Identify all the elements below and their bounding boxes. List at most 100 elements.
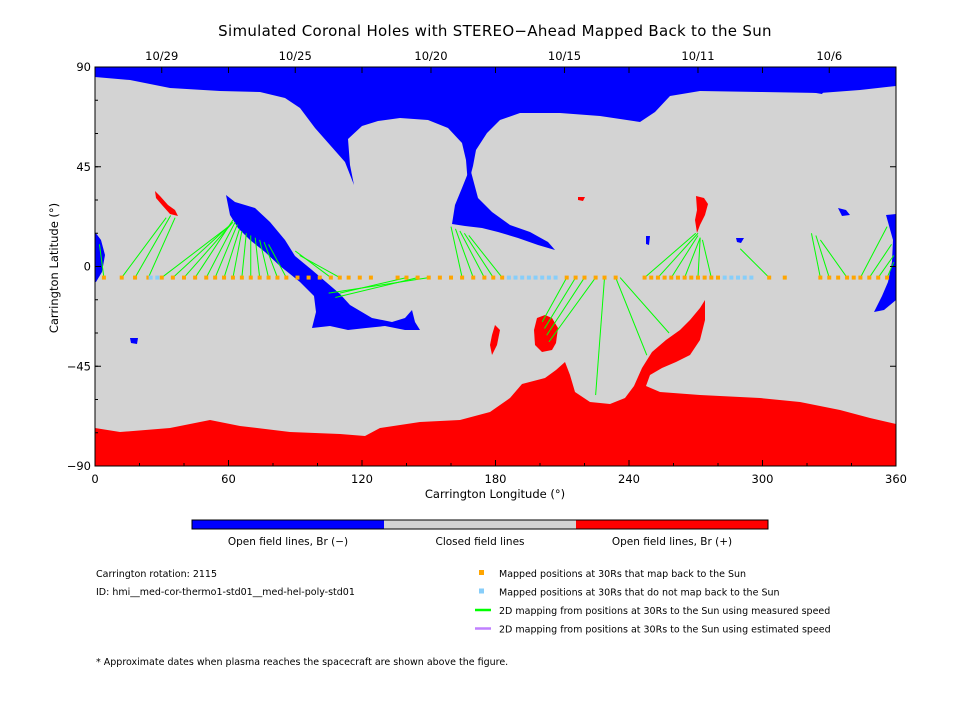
mapped-back-point	[782, 275, 787, 280]
x-axis-ticks: 0 60 120 180 240 300 360	[91, 67, 907, 486]
mapping-line	[670, 235, 699, 278]
mapping-line	[454, 228, 474, 278]
mapping-line	[147, 217, 176, 278]
mapping-line	[463, 232, 494, 278]
mapped-back-point	[602, 275, 607, 280]
mapping-line	[450, 226, 463, 278]
north-polar-coronal-hole	[95, 67, 896, 185]
colorbar-closed	[384, 520, 576, 529]
legend-label: Mapped positions at 30Rs that map back t…	[499, 569, 746, 580]
mapping-line	[223, 228, 241, 278]
carrington-rotation: Carrington rotation: 2115	[96, 569, 217, 580]
mapped-back-point	[876, 275, 881, 280]
chart-title: Simulated Coronal Holes with STEREO−Ahea…	[218, 22, 772, 40]
mapping-line	[619, 277, 670, 334]
date-label: 10/20	[414, 49, 447, 63]
mapped-back-point	[642, 275, 647, 280]
mapped-back-point	[337, 275, 342, 280]
mapped-back-point	[655, 275, 660, 280]
small-negative-patch-4	[646, 236, 650, 245]
mapped-back-point	[845, 275, 850, 280]
positive-patch-3	[695, 196, 708, 233]
date-label: 10/15	[548, 49, 581, 63]
not-mapped-point	[749, 275, 754, 280]
date-label: 10/6	[816, 49, 842, 63]
mapped-back-point	[306, 275, 311, 280]
mapped-back-point	[404, 275, 409, 280]
small-negative-patch-1	[130, 338, 138, 344]
mapping-line	[328, 277, 429, 294]
mapped-back-point	[867, 275, 872, 280]
mapping-line	[121, 217, 167, 278]
legend: Mapped positions at 30Rs that map back t…	[475, 569, 831, 636]
mapped-back-point	[159, 275, 164, 280]
coronal-hole-map	[95, 67, 896, 466]
mapped-back-point	[317, 275, 322, 280]
mapped-back-point	[119, 275, 124, 280]
mapped-back-point	[248, 275, 253, 280]
mapped-back-point	[415, 275, 420, 280]
mapping-line	[98, 244, 105, 278]
mapped-back-point	[836, 275, 841, 280]
x-tick-label: 240	[618, 472, 640, 486]
mapping-line	[459, 230, 485, 278]
mapped-back-point	[827, 275, 832, 280]
mapping-line	[868, 244, 892, 278]
y-tick-label: 90	[76, 60, 91, 74]
mapping-line	[877, 255, 895, 278]
not-mapped-point	[540, 275, 545, 280]
mapped-back-point	[573, 275, 578, 280]
mapped-back-point	[709, 275, 714, 280]
x-tick-label: 0	[91, 472, 98, 486]
mapping-line	[183, 221, 234, 278]
mapped-back-point	[885, 275, 890, 280]
mapped-back-point	[649, 275, 654, 280]
y-axis-label: Carrington Latitude (°)	[47, 203, 61, 333]
model-id: ID: hmi__med-cor-thermo1-std01__med-hel-…	[96, 587, 355, 598]
mapped-back-point	[662, 275, 667, 280]
mapping-line	[214, 224, 238, 278]
x-axis-label: Carrington Longitude (°)	[425, 487, 565, 501]
mapped-back-point	[101, 275, 106, 280]
not-mapped-point	[526, 275, 531, 280]
mapped-back-point	[204, 275, 209, 280]
mapped-back-point	[858, 275, 863, 280]
mapped-back-point	[564, 275, 569, 280]
mapping-line	[339, 277, 407, 294]
mapping-line	[644, 232, 697, 278]
date-label: 10/11	[681, 49, 714, 63]
mapped-back-point	[695, 275, 700, 280]
not-mapped-point	[520, 275, 525, 280]
colorbar-label-positive: Open field lines, Br (+)	[612, 536, 732, 548]
mapped-back-point	[193, 275, 198, 280]
mapping-line	[544, 277, 577, 329]
mapped-back-point	[818, 275, 823, 280]
colorbar-label-closed: Closed field lines	[435, 536, 524, 548]
not-mapped-point	[722, 275, 727, 280]
x-tick-label: 180	[485, 472, 507, 486]
legend-label: 2D mapping from positions at 30Rs to the…	[499, 625, 831, 636]
positive-patch-2	[534, 315, 558, 352]
mapped-back-point	[437, 275, 442, 280]
not-mapped-point	[742, 275, 747, 280]
mapping-lines	[98, 215, 895, 396]
mapping-line	[263, 241, 278, 278]
mapping-line	[172, 224, 232, 278]
footnote: * Approximate dates when plasma reaches …	[96, 657, 508, 668]
left-edge-coronal-hole	[95, 232, 105, 282]
y-tick-label: −45	[67, 359, 91, 373]
mapped-back-point	[669, 275, 674, 280]
mapping-line	[697, 237, 701, 278]
x-tick-label: 120	[351, 472, 373, 486]
mapped-back-point	[613, 275, 618, 280]
mapped-back-point	[471, 275, 476, 280]
mapped-back-point	[357, 275, 362, 280]
mapped-points	[101, 275, 890, 280]
mapped-back-point	[328, 275, 333, 280]
mapping-line	[232, 230, 243, 278]
mapping-line	[684, 237, 701, 278]
mapping-line	[595, 277, 606, 396]
mapping-line	[468, 235, 503, 278]
mapped-back-point	[284, 275, 289, 280]
